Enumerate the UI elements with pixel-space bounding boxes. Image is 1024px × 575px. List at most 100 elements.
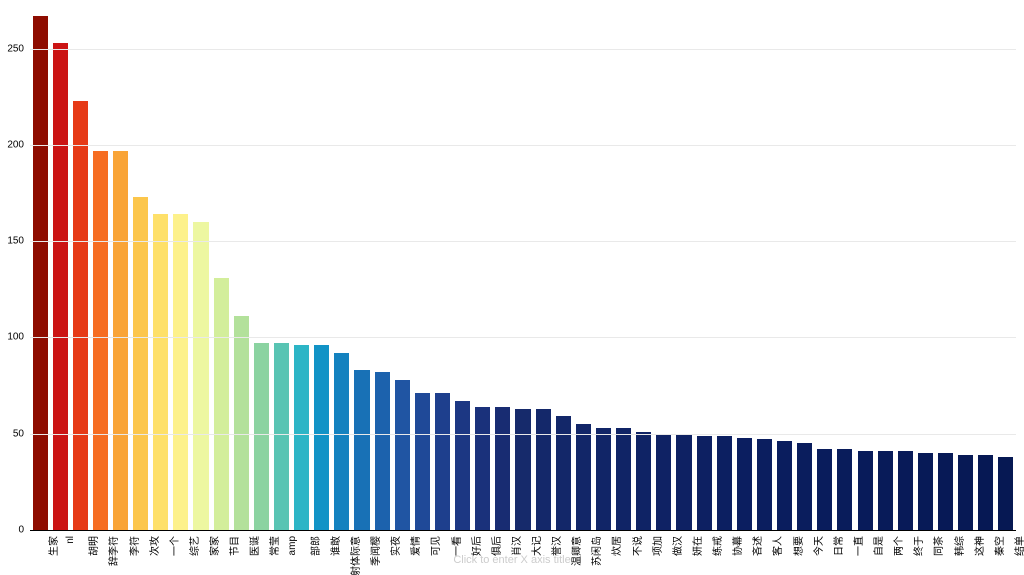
x-tick-label: 两个	[890, 536, 905, 556]
gridline	[30, 145, 1016, 146]
x-tick-label: 一个	[166, 536, 181, 556]
bar[interactable]	[837, 449, 852, 530]
bar[interactable]	[978, 455, 993, 530]
bar[interactable]	[737, 438, 752, 530]
bar[interactable]	[817, 449, 832, 530]
bar[interactable]	[354, 370, 369, 530]
x-tick-label: 家家	[206, 536, 221, 556]
y-tick-label: 150	[0, 236, 24, 247]
x-tick-label: 一直	[850, 536, 865, 556]
x-tick-label: amp	[287, 536, 298, 555]
bar[interactable]	[133, 197, 148, 530]
bar[interactable]	[717, 436, 732, 530]
bar[interactable]	[898, 451, 913, 530]
x-tick-label: 练戒	[709, 536, 724, 556]
x-tick-label: 部郎	[307, 536, 322, 556]
bar[interactable]	[495, 407, 510, 530]
bar[interactable]	[254, 343, 269, 530]
bar[interactable]	[93, 151, 108, 530]
x-tick-label: 大记	[528, 536, 543, 556]
bar[interactable]	[214, 278, 229, 530]
bar[interactable]	[33, 16, 48, 530]
bar[interactable]	[375, 372, 390, 530]
bars-container	[30, 10, 1016, 530]
x-tick-label: 爱情	[407, 536, 422, 556]
bar[interactable]	[697, 436, 712, 530]
plot-area	[30, 10, 1016, 530]
y-tick-label: 100	[0, 332, 24, 343]
bar[interactable]	[616, 428, 631, 530]
x-tick-label: 综艺	[186, 536, 201, 556]
x-tick-label: 特射体际意	[347, 536, 362, 575]
x-tick-label: 客人	[769, 536, 784, 556]
x-tick-label: 次攻	[146, 536, 161, 556]
x-tick-label: 季闻樱	[367, 536, 382, 566]
x-tick-label: nl	[65, 536, 76, 544]
bar[interactable]	[113, 151, 128, 530]
x-tick-label: 今天	[810, 536, 825, 556]
x-tick-label: 生家	[45, 536, 60, 556]
x-tick-label: 谁敢	[327, 536, 342, 556]
bar-chart: 050100150200250 生家nl胡明辞李符李符次攻一个综艺家家节目医诞常…	[0, 0, 1024, 575]
bar[interactable]	[938, 453, 953, 530]
bar[interactable]	[676, 434, 691, 530]
bar[interactable]	[274, 343, 289, 530]
gridline	[30, 49, 1016, 50]
bar[interactable]	[636, 432, 651, 530]
x-tick-label: 韩综	[951, 536, 966, 556]
x-tick-label: 协幕	[729, 536, 744, 556]
x-tick-label: 常莹	[266, 536, 281, 556]
x-tick-label: 吝述	[749, 536, 764, 556]
bar[interactable]	[234, 316, 249, 530]
bar[interactable]	[515, 409, 530, 530]
x-tick-label: 苏闲岛	[588, 536, 603, 566]
gridline	[30, 241, 1016, 242]
bar[interactable]	[998, 457, 1013, 530]
bar[interactable]	[53, 43, 68, 530]
bar[interactable]	[878, 451, 893, 530]
bar[interactable]	[757, 439, 772, 530]
bar[interactable]	[435, 393, 450, 530]
bar[interactable]	[656, 434, 671, 530]
x-axis-line	[30, 530, 1016, 531]
bar[interactable]	[314, 345, 329, 530]
x-tick-label: 辞李符	[105, 536, 120, 566]
gridline	[30, 434, 1016, 435]
bar[interactable]	[596, 428, 611, 530]
bar[interactable]	[777, 441, 792, 530]
bar[interactable]	[455, 401, 470, 530]
bar[interactable]	[173, 214, 188, 530]
x-tick-label: 俱后	[488, 536, 503, 556]
y-tick-label: 0	[0, 525, 24, 536]
gridline	[30, 337, 1016, 338]
bar[interactable]	[294, 345, 309, 530]
y-tick-label: 250	[0, 43, 24, 54]
bar[interactable]	[415, 393, 430, 530]
x-tick-label: 结单	[1011, 536, 1024, 556]
bar[interactable]	[153, 214, 168, 530]
bar[interactable]	[536, 409, 551, 530]
x-tick-label: 秦空	[991, 536, 1006, 556]
bar[interactable]	[73, 101, 88, 530]
bar[interactable]	[797, 443, 812, 530]
x-tick-label: 自是	[870, 536, 885, 556]
x-tick-label: 项加	[649, 536, 664, 556]
bar[interactable]	[918, 453, 933, 530]
bar[interactable]	[193, 222, 208, 530]
bar[interactable]	[958, 455, 973, 530]
x-axis-title-placeholder[interactable]: Click to enter X axis title	[453, 554, 570, 566]
bar[interactable]	[475, 407, 490, 530]
x-tick-label: 誉汉	[548, 536, 563, 556]
bar[interactable]	[334, 353, 349, 530]
x-tick-label: 想要	[790, 536, 805, 556]
bar[interactable]	[395, 380, 410, 530]
x-tick-label: 节目	[226, 536, 241, 556]
x-tick-label: 可见	[427, 536, 442, 556]
x-tick-label: 终于	[910, 536, 925, 556]
y-tick-label: 200	[0, 139, 24, 150]
bar[interactable]	[858, 451, 873, 530]
x-tick-label: 一看	[448, 536, 463, 556]
y-tick-label: 50	[0, 428, 24, 439]
bar[interactable]	[576, 424, 591, 530]
x-tick-label: 这神	[971, 536, 986, 556]
